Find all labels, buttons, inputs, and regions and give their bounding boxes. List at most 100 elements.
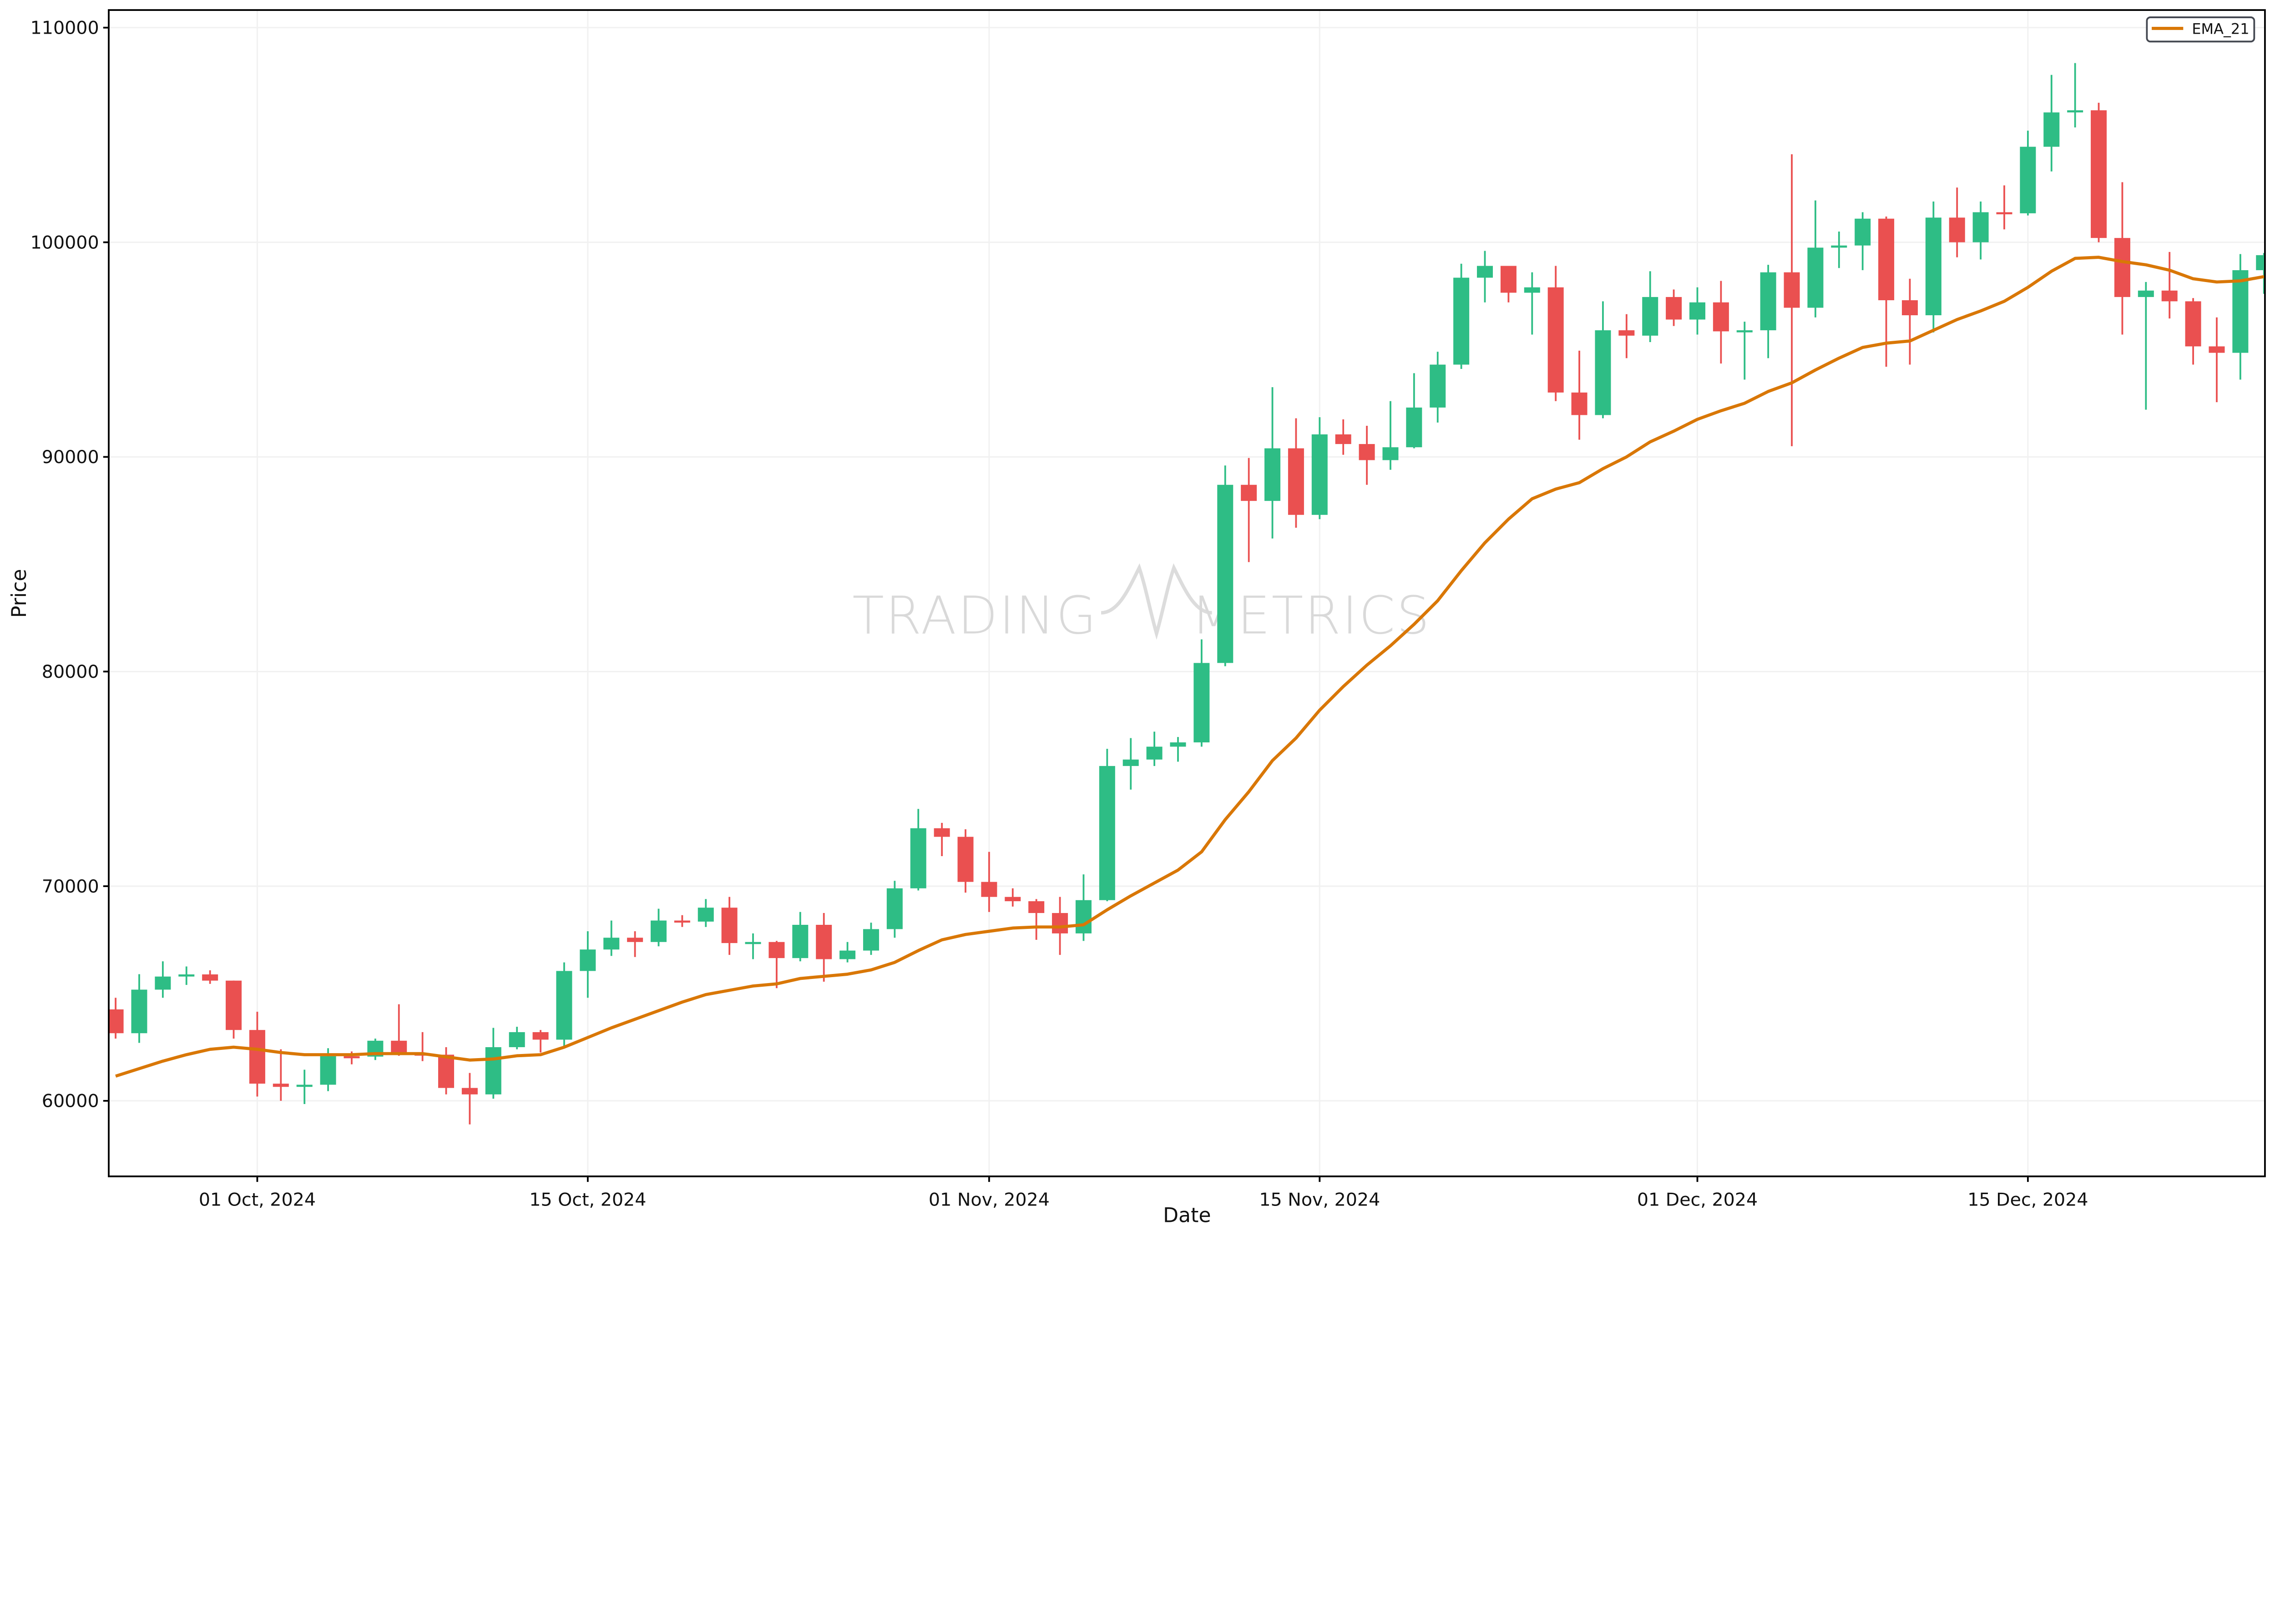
legend-box [2146,16,2255,43]
candle-2024-12-17 [2067,63,2083,128]
y-tick-label: 70000 [42,876,99,897]
candle-body [1500,266,1517,293]
candle-2024-09-27 [155,961,171,998]
candle-body [1028,901,1045,913]
candle-2024-10-11 [485,1028,501,1099]
candle-2024-11-29 [1642,271,1658,342]
candle-2024-11-24 [1524,272,1540,335]
watermark-logo-icon [1101,563,1212,640]
candle-body [1996,212,2012,215]
candle-2024-11-23 [1500,266,1517,303]
candle-body [2020,146,2036,213]
candle-2024-11-21 [1453,263,1470,369]
watermark: TRADING METRICS [852,563,1430,646]
candle-2024-10-25 [816,913,832,982]
y-tick-label: 100000 [30,232,99,253]
candle-2024-12-23 [2209,317,2225,403]
x-axis: 01 Oct, 2024 15 Oct, 2024 01 Nov, 2024 15 N… [199,1176,2088,1210]
candle-body [1595,330,1611,415]
candle-2024-09-28 [178,966,195,985]
candle-body [1666,297,1682,320]
legend-label-ema: EMA_21 [2192,20,2249,38]
candle-2024-11-25 [1547,266,1564,401]
candle-body [1099,766,1115,900]
candle-2024-11-12 [1241,458,1257,562]
candle-body [1642,297,1658,336]
candle-2024-11-02 [1005,888,1021,907]
candle-body [792,925,809,958]
candle-2024-10-21 [721,897,738,955]
candle-2024-09-30 [226,980,242,1039]
candle-body [1430,364,1446,408]
candle-2024-11-28 [1618,314,1635,358]
candle-2024-12-02 [1713,281,1729,364]
candle-body [1949,217,1965,242]
candle-2024-09-25 [108,998,124,1039]
x-tick-label: 15 Nov, 2024 [1259,1190,1380,1210]
candle-2024-09-26 [131,974,147,1043]
candle-2024-12-05 [1784,154,1800,446]
y-tick-label: 90000 [42,447,99,468]
candle-body [1807,247,1824,308]
candle-2024-11-06 [1099,749,1115,902]
candle-body [1453,277,1470,365]
ema-21-line [115,256,2265,1078]
candle-body [2232,270,2249,353]
candle-body [768,942,785,958]
candle-2024-12-10 [1901,278,1918,365]
candle-2024-12-14 [1996,185,2012,230]
candle-body [108,1009,124,1034]
candle-body [981,882,997,897]
candle-2024-10-15 [580,931,596,998]
candle-2024-10-27 [863,923,879,955]
candle-2024-12-21 [2161,252,2178,319]
candle-body [839,950,856,959]
candle-2024-11-15 [1311,417,1328,519]
candle-body [226,980,242,1030]
plot-frame [108,9,2266,1177]
candle-body [1784,272,1800,308]
candle-2024-12-18 [2091,102,2107,242]
y-axis: 60000 70000 80000 90000 100000 110000 [30,17,109,1112]
candle-body [273,1084,289,1087]
candle-body [698,908,714,922]
candle-body [934,828,950,837]
candle-body [1547,287,1564,393]
candle-2024-12-01 [1689,287,1705,335]
candle-body [532,1032,549,1040]
candle-2024-10-19 [674,915,690,927]
candle-body [816,925,832,959]
candle-2024-10-18 [650,908,667,947]
x-tick-label: 01 Oct, 2024 [199,1190,316,1210]
candle-2024-11-03 [1028,899,1045,940]
candle-2024-12-11 [1925,201,1941,333]
candle-2024-12-08 [1855,212,1871,270]
candle-2024-11-30 [1666,289,1682,326]
candle-body [603,938,620,950]
candlestick-chart: TRADING METRICS 60000 70000 80000 90000 1000… [8,9,2266,1227]
candle-2024-10-31 [957,829,974,893]
candle-body [2114,238,2130,297]
x-tick-label: 15 Oct, 2024 [529,1190,646,1210]
candle-body [1005,897,1021,902]
candle-body [1571,392,1587,415]
candle-body [131,989,147,1034]
candle-2024-11-17 [1359,426,1375,485]
candle-body [1146,746,1163,760]
candle-body [1217,484,1234,663]
candle-body [202,974,218,981]
candle-2024-11-22 [1477,251,1493,303]
candle-body [1901,300,1918,316]
candle-body [863,929,879,951]
candle-2024-11-11 [1217,465,1234,666]
candle-2024-10-17 [627,931,643,957]
candle-body [910,828,926,888]
candle-2024-12-24 [2232,254,2249,380]
candle-body [1052,913,1068,933]
candle-2024-10-07 [391,1004,407,1056]
candle-2024-10-29 [910,809,926,891]
candle-body [1878,218,1895,300]
candle-body [1122,759,1139,766]
candle-body [485,1047,501,1094]
candle-2024-10-06 [367,1039,384,1060]
